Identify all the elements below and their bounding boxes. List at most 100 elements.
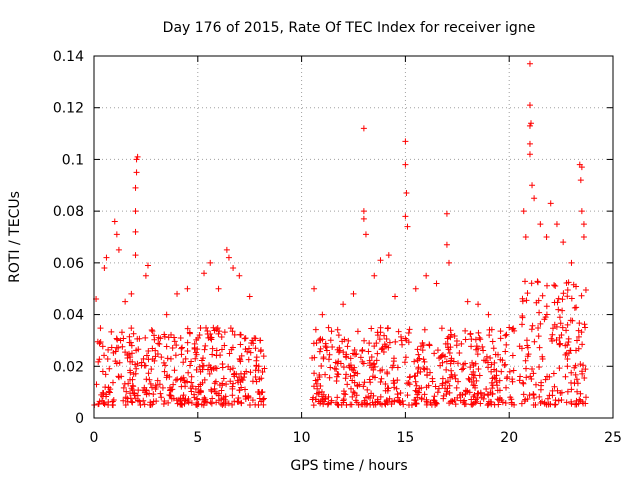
roti-point <box>581 374 588 381</box>
roti-point <box>575 333 582 340</box>
roti-point <box>483 353 490 360</box>
roti-point <box>178 345 185 352</box>
roti-point <box>530 402 537 409</box>
roti-point <box>114 336 121 343</box>
roti-point <box>318 388 325 395</box>
roti-point <box>320 355 327 362</box>
roti-point <box>342 391 349 398</box>
roti-point <box>465 375 472 382</box>
roti-point <box>151 357 158 364</box>
roti-point <box>549 338 556 345</box>
roti-point <box>562 342 569 349</box>
roti-point <box>171 367 178 374</box>
roti-point <box>574 380 581 387</box>
roti-point <box>160 400 167 407</box>
roti-point <box>443 358 450 365</box>
roti-point <box>442 340 449 347</box>
roti-point <box>99 368 106 375</box>
roti-point <box>526 122 533 129</box>
roti-point <box>256 390 263 397</box>
roti-point <box>523 297 530 304</box>
roti-point <box>368 390 375 397</box>
roti-point <box>431 350 438 357</box>
roti-point <box>226 350 233 357</box>
roti-point <box>418 396 425 403</box>
y-tick-label: 0 <box>75 411 84 427</box>
roti-point <box>186 362 193 369</box>
roti-point <box>421 391 428 398</box>
roti-point <box>359 358 366 365</box>
roti-point <box>458 340 465 347</box>
roti-point <box>379 345 386 352</box>
roti-point <box>453 337 460 344</box>
roti-point <box>496 377 503 384</box>
roti-point <box>369 373 376 380</box>
roti-point <box>565 279 572 286</box>
roti-point <box>150 398 157 405</box>
roti-point <box>541 316 548 323</box>
roti-point <box>555 397 562 404</box>
roti-point <box>568 386 575 393</box>
roti-point <box>369 399 376 406</box>
roti-point <box>229 401 236 408</box>
roti-point <box>184 285 191 292</box>
roti-point <box>580 234 587 240</box>
roti-point <box>412 285 419 292</box>
roti-point <box>443 241 450 248</box>
roti-point <box>253 378 260 385</box>
roti-point <box>412 397 419 404</box>
roti-point <box>556 314 563 321</box>
roti-point <box>381 332 388 339</box>
roti-point <box>553 323 560 330</box>
roti-point <box>192 401 199 408</box>
roti-point <box>582 324 589 331</box>
roti-point <box>380 348 387 355</box>
roti-point <box>108 328 115 335</box>
roti-point <box>193 351 200 358</box>
roti-point <box>446 400 453 407</box>
ticks-layer <box>93 55 614 419</box>
roti-point <box>582 366 589 373</box>
roti-point <box>484 359 491 366</box>
roti-point <box>449 398 456 405</box>
roti-point <box>469 359 476 366</box>
roti-point <box>475 301 482 308</box>
roti-point <box>221 342 228 349</box>
roti-point <box>314 385 321 392</box>
roti-point <box>312 396 319 403</box>
roti-point <box>538 398 545 405</box>
roti-point <box>112 348 119 355</box>
roti-point <box>137 402 144 409</box>
roti-point <box>242 392 249 399</box>
x-tick-label: 0 <box>90 430 99 446</box>
roti-point <box>406 326 413 333</box>
roti-point <box>197 324 204 331</box>
roti-point <box>359 348 366 355</box>
roti-point <box>415 351 422 358</box>
roti-point <box>558 389 565 396</box>
x-tick-label: 15 <box>396 430 414 446</box>
roti-point <box>526 60 533 67</box>
roti-point <box>335 358 342 365</box>
roti-point <box>170 395 177 402</box>
roti-point <box>126 333 133 340</box>
roti-point <box>113 231 120 238</box>
y-tick-label: 0.06 <box>53 256 84 272</box>
roti-point <box>191 340 198 347</box>
roti-point <box>171 338 178 345</box>
roti-point <box>161 368 168 375</box>
roti-point <box>475 329 482 336</box>
roti-point <box>203 324 210 331</box>
roti-point <box>163 343 170 350</box>
roti-point <box>414 346 421 353</box>
roti-point <box>238 352 245 359</box>
roti-point <box>474 351 481 358</box>
roti-point <box>577 177 584 184</box>
roti-point <box>438 352 445 359</box>
roti-point <box>101 401 108 408</box>
roti-point <box>568 379 575 386</box>
roti-point <box>239 377 246 384</box>
roti-point <box>109 398 116 405</box>
roti-point <box>213 390 220 397</box>
roti-point <box>568 369 575 376</box>
